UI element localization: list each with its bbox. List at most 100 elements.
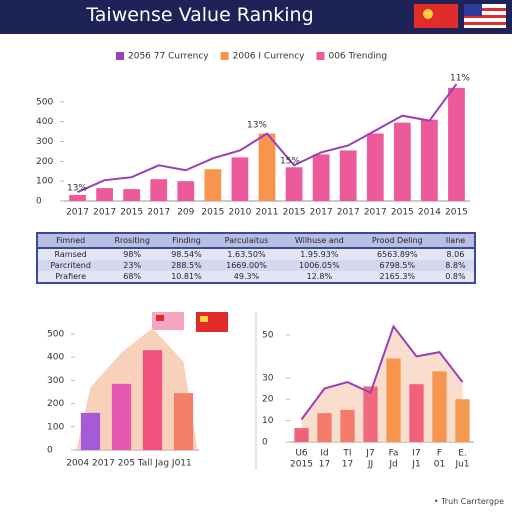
table-cell: 49.3% xyxy=(211,271,282,283)
x-tick-label: 209 xyxy=(177,208,194,218)
bar xyxy=(285,167,303,201)
x-tick-label: 2015 xyxy=(201,208,224,218)
annotation: 11% xyxy=(450,74,470,84)
bar xyxy=(204,169,222,201)
x-tick-sublabel: 2015 xyxy=(290,460,313,470)
bar xyxy=(69,195,86,201)
table-cell: 0.8% xyxy=(436,271,475,283)
x-tick-sublabel: J1 xyxy=(411,460,420,470)
legend-label: 2056 77 Currency xyxy=(128,52,209,62)
x-tick-label: 2017 xyxy=(310,208,333,218)
bar xyxy=(455,399,470,442)
legend-swatch xyxy=(220,52,229,60)
x-tick-sublabel: 01 xyxy=(434,460,445,470)
bar xyxy=(366,133,384,201)
flag-stripes xyxy=(464,4,506,28)
bar xyxy=(409,384,424,442)
bar xyxy=(96,188,113,201)
table-cell: Parcritend xyxy=(37,260,104,271)
bar xyxy=(448,87,465,201)
bar xyxy=(80,412,101,450)
bar xyxy=(432,371,447,442)
header-cell: Fimned xyxy=(37,233,104,249)
x-tick-label: 2017 xyxy=(66,208,89,218)
bar xyxy=(123,189,141,201)
x-tick-label: 2011 xyxy=(256,208,279,218)
x-tick-label: F xyxy=(437,449,442,459)
bar xyxy=(363,386,378,442)
table-cell: 10.81% xyxy=(161,271,212,283)
data-table: Fimned Rrositing Finding Parculaitus Wilhuse… xyxy=(36,232,476,284)
y-tick-label: 20 xyxy=(262,395,274,405)
x-tick-label: I7 xyxy=(412,449,420,459)
x-tick-label: J7 xyxy=(365,449,374,459)
bar xyxy=(312,154,330,201)
bar xyxy=(231,157,249,201)
y-tick-label: 300 xyxy=(47,376,64,386)
x-tick-label: 2017 xyxy=(147,208,170,218)
y-tick-label: 10 xyxy=(262,416,274,426)
x-tick-label: TI xyxy=(342,449,351,459)
annotation: 13% xyxy=(247,121,267,131)
bar xyxy=(150,179,168,201)
header-cell: Finding xyxy=(161,233,212,249)
y-tick-label: 0 xyxy=(36,197,42,207)
x-tick-label: Id xyxy=(320,449,328,459)
table-cell: 1.63.50% xyxy=(211,248,282,260)
bar xyxy=(386,358,401,442)
title: Taiwense Value Ranking xyxy=(86,4,314,26)
bar xyxy=(142,350,163,450)
line xyxy=(300,324,464,421)
bar xyxy=(340,409,355,442)
table-cell: 288.5% xyxy=(161,260,212,271)
header-cell: Rrositing xyxy=(103,233,162,249)
y-tick-label: 400 xyxy=(36,117,53,127)
x-tick-label: 2010 xyxy=(228,208,251,218)
table-cell: 98% xyxy=(103,248,162,260)
x-tick-label: 2017 xyxy=(93,208,116,218)
legend-label: 006 Trending xyxy=(328,52,387,62)
annotation: 13% xyxy=(67,184,87,194)
x-tick-label: 2015 xyxy=(283,208,306,218)
table-cell: 1006.05% xyxy=(281,260,358,271)
table-cell: 6563.89% xyxy=(357,248,437,260)
x-tick-label: 2017 xyxy=(364,208,387,218)
table-cell: Ramsed xyxy=(37,248,104,260)
table-row: Parcritend 23% 288.5% 1669.00% 1006.05% 6798.… xyxy=(37,260,475,271)
x-tick-sublabel: Ju1 xyxy=(454,460,469,470)
y-tick-label: 300 xyxy=(36,137,53,147)
table-cell: 8.8% xyxy=(436,260,475,271)
x-tick-label: 2014 xyxy=(418,208,441,218)
header-cell: Prood Deling xyxy=(357,233,437,249)
x-tick-sublabel: Jd xyxy=(388,460,397,470)
x-tick-label: 2015 xyxy=(445,208,468,218)
y-tick-label: 200 xyxy=(47,399,64,409)
table-cell: 6798.5% xyxy=(357,260,437,271)
x-tick-label: Fa xyxy=(389,449,399,459)
x-tick-sublabel: 17 xyxy=(319,460,330,470)
y-tick-label: 400 xyxy=(47,353,64,363)
bar xyxy=(294,428,309,442)
x-tick-label: U6 xyxy=(295,449,308,459)
x-tick-label: E. xyxy=(458,449,467,459)
bar xyxy=(258,133,276,201)
footer-text: Truh Carrtergpe xyxy=(441,497,504,506)
header-row: Fimned Rrositing Finding Parculaitus Wilhuse… xyxy=(37,233,475,249)
line xyxy=(77,83,458,193)
footer: • Truh Carrtergpe xyxy=(433,497,504,506)
legend-swatch xyxy=(316,52,325,60)
bar xyxy=(111,383,132,450)
x-tick-sublabel: 17 xyxy=(342,460,353,470)
y-tick-label: 500 xyxy=(47,329,64,339)
x-tick-label: 2017 xyxy=(337,208,360,218)
legend-label: 2006 I Currency xyxy=(233,52,306,62)
bar xyxy=(317,413,332,442)
x-tick-sublabel: JJ xyxy=(367,460,373,470)
table-cell: Prafiere xyxy=(37,271,104,283)
flag-red xyxy=(414,4,458,28)
y-tick-label: 0 xyxy=(262,438,268,448)
bar xyxy=(421,119,438,201)
area xyxy=(76,328,198,450)
table-row: Prafiere 68% 10.81% 49.3% 12.8% 2165.3% 0.8% xyxy=(37,271,475,283)
